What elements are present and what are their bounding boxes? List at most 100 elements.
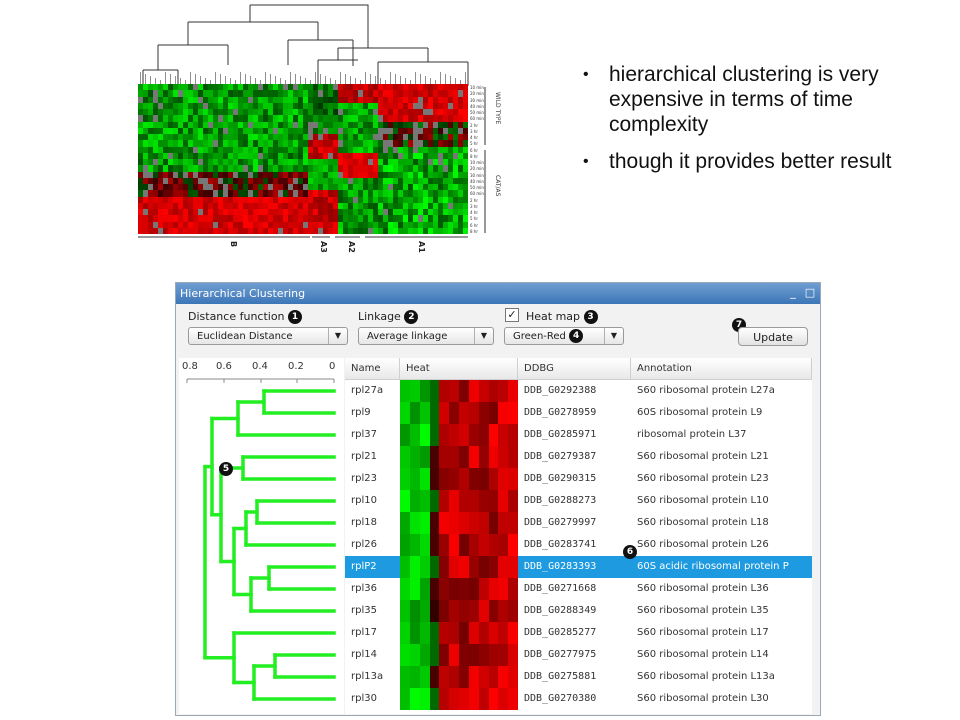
heat-cell — [193, 202, 199, 210]
table-row[interactable]: rpl13a DDB_G0275881 S60 ribosomal protein … — [345, 666, 812, 688]
heat-cell — [208, 184, 214, 191]
heat-cell — [253, 152, 259, 160]
table-row[interactable]: rpl14 DDB_G0277975 S60 ribosomal protein L… — [345, 644, 812, 666]
heat-cell — [138, 127, 144, 135]
heat-cell — [423, 177, 429, 185]
heat-cell — [328, 152, 334, 160]
table-row[interactable]: rpl9 DDB_G0278959 60S ribosomal protein L9 — [345, 402, 812, 424]
heat-cell — [188, 96, 194, 104]
update-button[interactable]: Update — [738, 327, 808, 346]
table-row[interactable]: rpl26 DDB_G0283741 S60 ribosomal protein L… — [345, 534, 812, 556]
table-row[interactable]: rpl27a DDB_G0292388 S60 ribosomal protein … — [345, 380, 812, 402]
ddbg-id: DDB_G0285971 — [524, 429, 597, 440]
heat-cell — [328, 215, 334, 222]
heat-cell — [278, 115, 284, 122]
heat-cell — [409, 424, 421, 446]
heat-cell — [328, 184, 334, 191]
heat-cell — [508, 490, 519, 512]
heat-cell — [418, 202, 424, 210]
heat-cell — [428, 165, 434, 172]
heat-cell — [243, 190, 249, 197]
table-row[interactable]: rpl30 DDB_G0270380 S60 ribosomal protein L… — [345, 688, 812, 710]
heat-cell — [363, 121, 369, 129]
ddbg-id: DDB_G0279387 — [524, 451, 597, 462]
gene-name: rpl30 — [351, 693, 377, 704]
heat-cell — [183, 221, 189, 229]
heat-cell — [429, 666, 440, 688]
heat-cell — [193, 102, 199, 110]
linkage-select[interactable]: Average linkage ▼ — [358, 327, 494, 345]
heat-cell — [428, 146, 434, 154]
heat-cell — [168, 146, 174, 154]
heat-cell — [208, 177, 214, 185]
heat-cell — [409, 402, 421, 424]
heat-cell — [198, 121, 204, 129]
heat-cell — [413, 227, 419, 235]
heat-cell — [233, 90, 239, 97]
heat-cell — [223, 140, 229, 147]
heat-cell — [298, 227, 304, 235]
heat-cell — [413, 209, 419, 216]
heat-cell — [448, 115, 454, 122]
heat-cell — [393, 84, 399, 91]
heat-map-checkbox[interactable]: ✓ — [505, 308, 519, 322]
heat-cell — [213, 84, 219, 91]
heat-cell — [408, 121, 414, 129]
table-row[interactable]: rpl35 DDB_G0288349 S60 ribosomal protein L… — [345, 600, 812, 622]
heat-cell — [278, 190, 284, 197]
maximize-button[interactable]: □ — [804, 286, 816, 299]
heat-cell — [443, 152, 449, 160]
heat-cell — [303, 102, 309, 110]
table-row[interactable]: rpl10 DDB_G0288273 S60 ribosomal protein L… — [345, 490, 812, 512]
heat-cell — [408, 227, 414, 235]
heat-cell — [368, 165, 374, 172]
minimize-button[interactable]: _ — [790, 286, 796, 299]
heat-cell — [419, 468, 430, 490]
heat-cell — [453, 140, 459, 147]
table-row[interactable]: rpl18 DDB_G0279997 S60 ribosomal protein L… — [345, 512, 812, 534]
heat-cell — [313, 215, 319, 222]
heat-cell — [383, 121, 389, 129]
heat-cell — [393, 190, 399, 197]
column-header-ddbg[interactable]: DDBG — [518, 358, 631, 380]
heat-cell — [429, 468, 440, 490]
column-header-heat[interactable]: Heat — [400, 358, 518, 380]
heat-cell — [278, 140, 284, 147]
heat-cell — [263, 209, 269, 216]
heat-cell — [413, 184, 419, 191]
heat-cell — [203, 109, 209, 116]
heat-cell — [498, 446, 509, 468]
heat-cell — [228, 115, 234, 122]
heat-cell — [408, 159, 414, 166]
heat-cell — [338, 90, 344, 97]
heat-cell — [163, 84, 169, 91]
heat-cell — [278, 209, 284, 216]
heat-cell — [213, 209, 219, 216]
table-row[interactable]: rpl36 DDB_G0271668 S60 ribosomal protein L… — [345, 578, 812, 600]
column-header-name[interactable]: Name — [345, 358, 400, 380]
heat-cell — [488, 688, 499, 710]
table-row[interactable]: rpl23 DDB_G0290315 S60 ribosomal protein L… — [345, 468, 812, 490]
table-row[interactable]: rpl21 DDB_G0279387 S60 ribosomal protein L… — [345, 446, 812, 468]
heat-cell — [138, 209, 144, 216]
heat-cell — [203, 177, 209, 185]
heat-cell — [428, 115, 434, 122]
heat-cell — [409, 578, 421, 600]
heat-cell — [448, 177, 454, 185]
table-row[interactable]: rpl17 DDB_G0285277 S60 ribosomal protein L… — [345, 622, 812, 644]
table-row[interactable]: rpl37 DDB_G0285971 ribosomal protein L37 — [345, 424, 812, 446]
heat-cell — [298, 115, 304, 122]
column-header-annotation[interactable]: Annotation — [631, 358, 812, 380]
heat-cell — [293, 190, 299, 197]
heat-cell — [283, 171, 289, 179]
heat-cell — [253, 140, 259, 147]
heat-cell — [413, 171, 419, 179]
distance-function-select[interactable]: Euclidean Distance ▼ — [188, 327, 348, 345]
heat-cell — [308, 227, 314, 235]
heat-cell — [423, 109, 429, 116]
color-scheme-select[interactable]: Green-Red 4 ▼ — [504, 327, 624, 345]
heat-cell — [458, 171, 464, 179]
heat-cell — [413, 109, 419, 116]
heat-cell — [439, 600, 450, 622]
heat-cell — [213, 196, 219, 204]
